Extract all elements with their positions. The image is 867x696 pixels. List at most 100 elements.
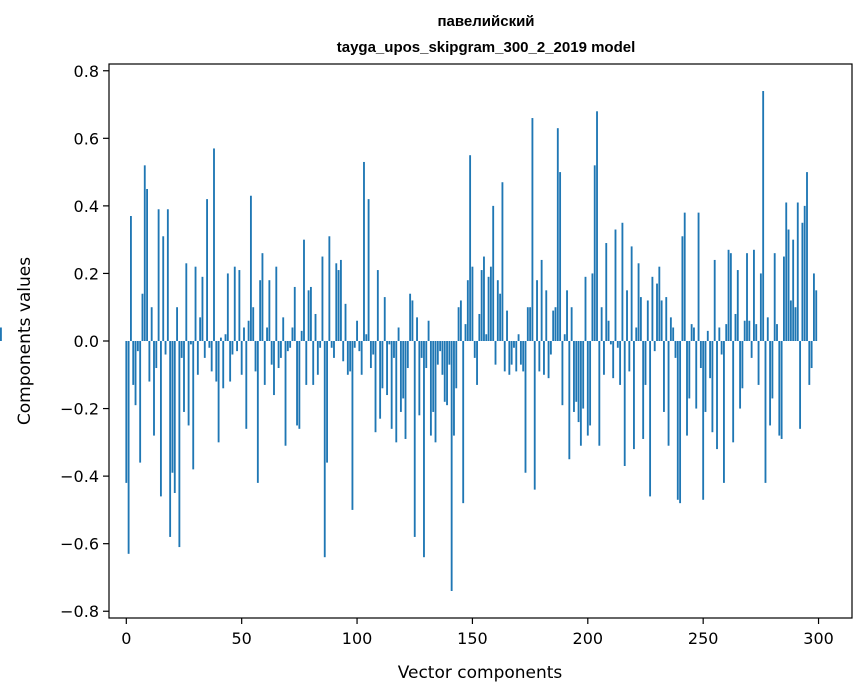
bar-96 <box>346 341 349 375</box>
bar-31 <box>196 341 199 375</box>
bar-289 <box>792 239 795 341</box>
bar-65 <box>275 266 278 341</box>
bar-177 <box>533 341 536 490</box>
bar-219 <box>630 246 633 341</box>
bar-186 <box>554 307 557 341</box>
bar-176 <box>531 118 534 341</box>
bar-185 <box>552 310 555 341</box>
bar-55 <box>252 307 255 341</box>
bar-272 <box>753 249 755 341</box>
bar-13 <box>155 341 158 369</box>
bar-195 <box>575 341 578 402</box>
x-tick-label: 100 <box>342 629 373 648</box>
bar-229 <box>653 341 656 352</box>
bar-207 <box>603 341 605 375</box>
bar-74 <box>296 341 298 426</box>
bar-273 <box>755 324 758 341</box>
bar-165 <box>506 310 508 341</box>
bar-287 <box>787 229 790 341</box>
bar-237 <box>672 327 675 341</box>
bar-6 <box>139 341 142 463</box>
y-tick-label: −0.8 <box>60 602 99 621</box>
bar-234 <box>665 297 668 341</box>
bar-148 <box>466 280 469 341</box>
bar-214 <box>619 341 622 385</box>
bar-245 <box>690 324 693 341</box>
bar-181 <box>543 341 545 375</box>
bar-202 <box>591 273 594 341</box>
bar-133 <box>432 341 435 412</box>
bar-118 <box>397 327 400 341</box>
bar-50 <box>240 341 243 375</box>
bar-86 <box>323 341 326 558</box>
bar-18 <box>166 209 169 341</box>
bar-38 <box>213 148 215 341</box>
bar-91 <box>335 263 338 341</box>
y-axis-ticks: −0.8 −0.6 −0.4 −0.2 0.0 0.2 0.4 0.6 0.8 <box>60 62 109 621</box>
bar-41 <box>219 337 222 341</box>
bar-179 <box>538 341 541 372</box>
bar-190 <box>563 334 566 341</box>
bar-247 <box>695 341 698 409</box>
bar-279 <box>769 341 772 426</box>
bar-5 <box>136 341 139 352</box>
bar-42 <box>222 341 225 389</box>
bar-191 <box>566 290 568 341</box>
bar-134 <box>434 341 437 443</box>
bar-29 <box>192 341 195 470</box>
bar-292 <box>799 341 802 429</box>
bar-200 <box>586 341 589 436</box>
bar-211 <box>612 341 615 379</box>
bar-203 <box>593 165 596 341</box>
bar-180 <box>540 259 543 341</box>
bar-257 <box>718 327 721 341</box>
bar-27 <box>187 341 190 426</box>
bar-248 <box>697 212 700 341</box>
bar-22 <box>176 307 178 341</box>
bar-67 <box>279 341 282 358</box>
bar-105 <box>367 199 370 341</box>
y-tick-label: −0.6 <box>60 535 99 554</box>
bar-102 <box>360 341 363 375</box>
bar-188 <box>559 172 562 341</box>
bar-142 <box>453 341 455 436</box>
bar-228 <box>651 276 654 341</box>
bar-32 <box>199 317 202 341</box>
bar-174 <box>526 307 529 341</box>
bar-209 <box>607 320 610 341</box>
bar-282 <box>776 324 778 341</box>
bar-76 <box>300 330 303 341</box>
bar-122 <box>406 341 409 369</box>
bar-152 <box>476 341 478 385</box>
bar-268 <box>743 320 746 341</box>
bar-264 <box>734 313 737 341</box>
bar-40 <box>217 341 220 443</box>
bar-8 <box>143 165 146 341</box>
bar-135 <box>436 341 439 365</box>
bar-241 <box>681 236 684 341</box>
bar-204 <box>596 111 598 341</box>
bar-226 <box>646 300 649 341</box>
bar-33 <box>201 276 204 341</box>
x-tick-label: 50 <box>231 629 251 648</box>
bar-68 <box>282 317 285 341</box>
x-tick-label: 250 <box>688 629 719 648</box>
bar-23 <box>178 341 181 548</box>
bar-0 <box>125 341 128 483</box>
chart-title: павелийский <box>437 13 534 30</box>
bar-137 <box>441 341 444 375</box>
bar-196 <box>577 341 580 423</box>
bar-201 <box>589 341 592 426</box>
bar-297 <box>810 341 813 369</box>
bar-212 <box>614 229 617 341</box>
y-tick-label: 0.6 <box>74 129 99 148</box>
plot-frame <box>108 63 853 619</box>
bar-17 <box>164 341 167 355</box>
bar-240 <box>679 341 682 504</box>
bar-36 <box>208 341 211 348</box>
bar-94 <box>342 341 345 362</box>
bar-150 <box>471 266 474 341</box>
bar-263 <box>732 341 735 443</box>
bar-275 <box>759 273 762 341</box>
bar-267 <box>741 341 744 389</box>
